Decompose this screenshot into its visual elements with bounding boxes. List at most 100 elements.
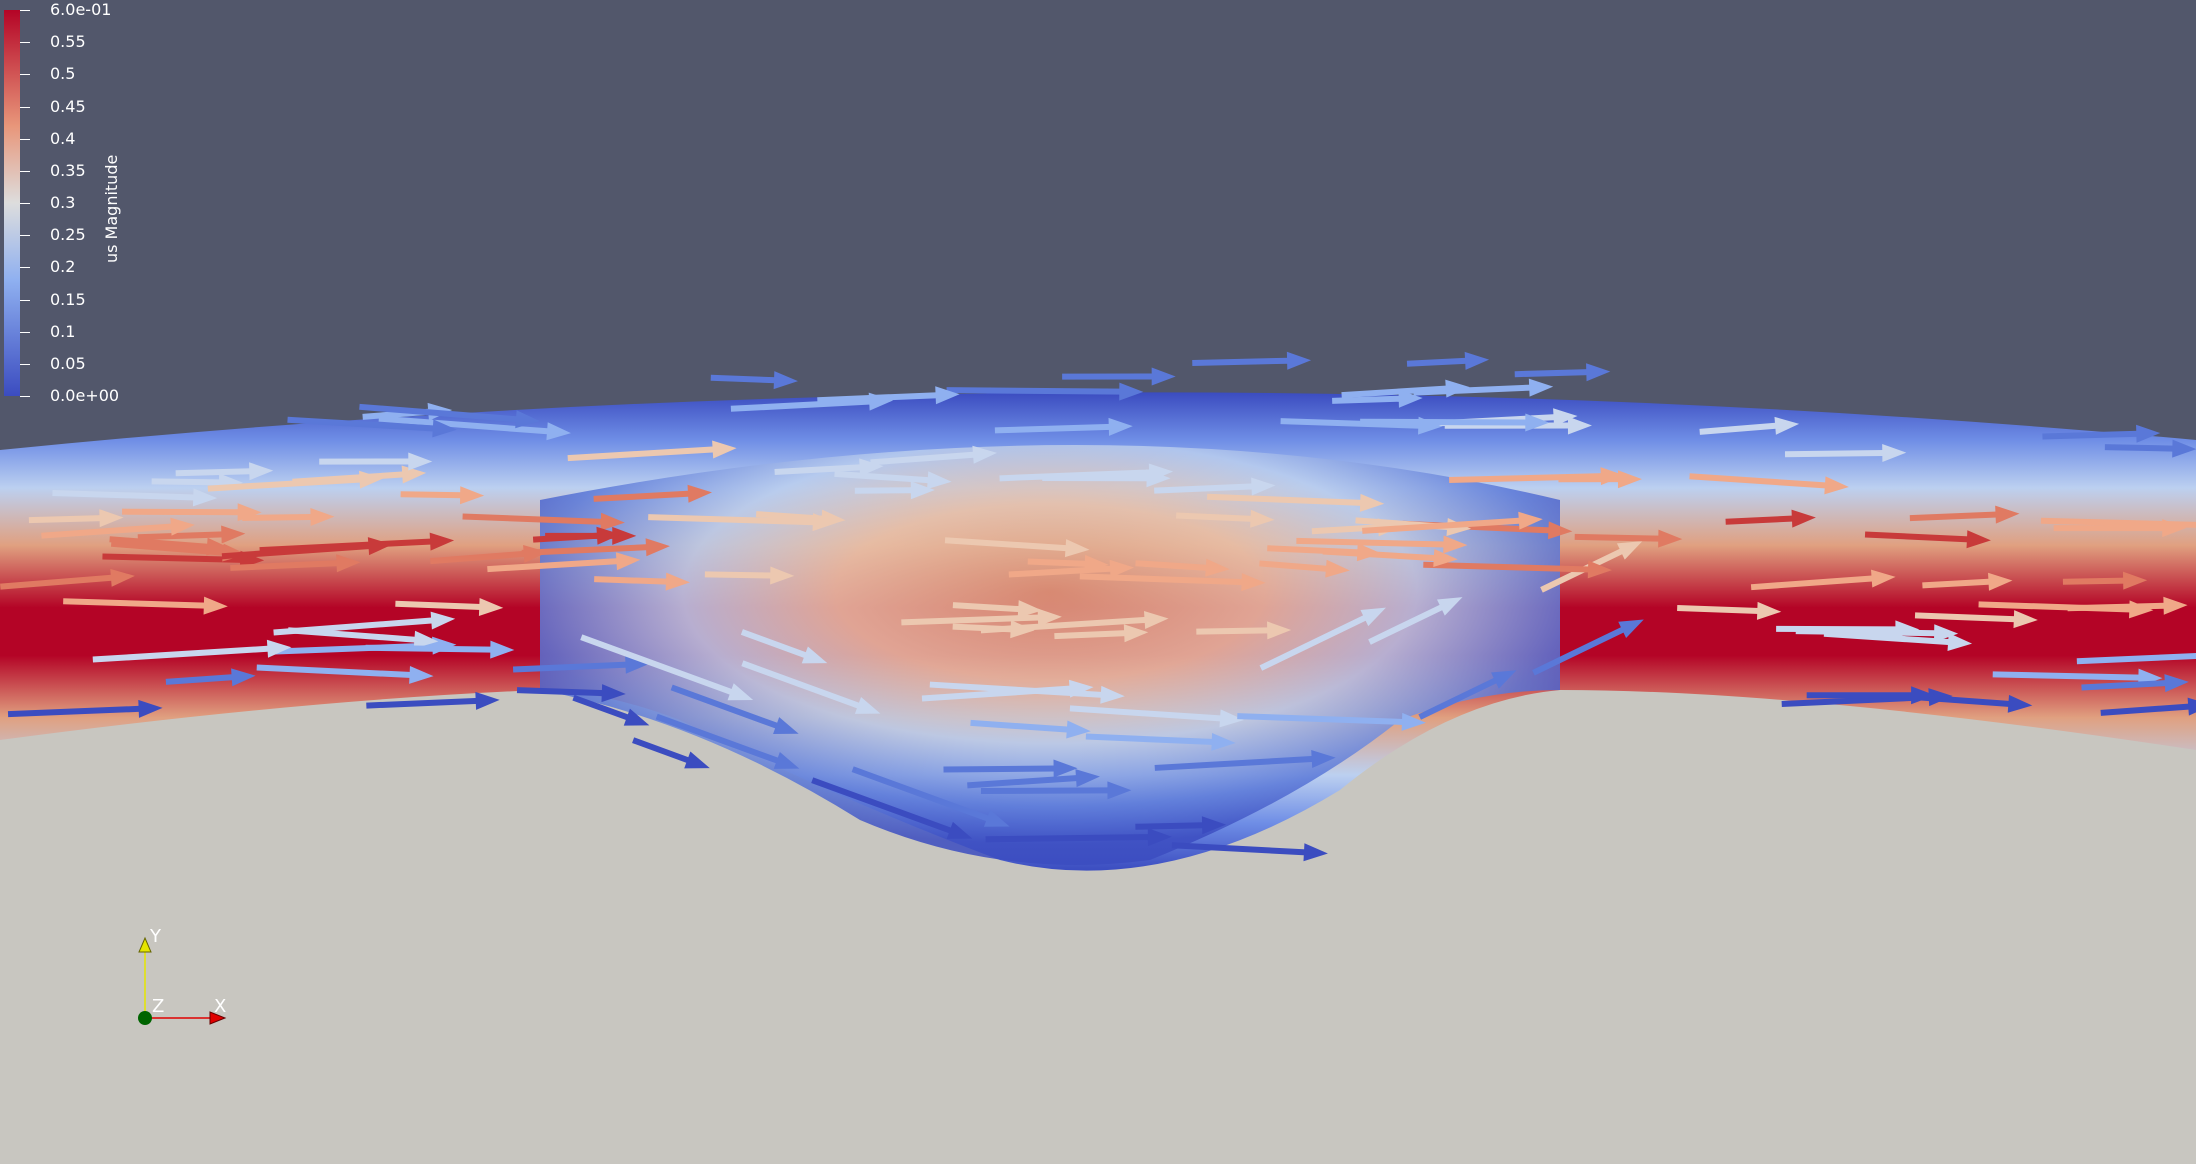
velocity-arrow-head [1464, 351, 1490, 370]
velocity-arrow-shaft [378, 415, 550, 435]
velocity-arrow-shaft [1532, 626, 1626, 676]
velocity-arrow-head [110, 568, 135, 587]
velocity-arrow-shaft [1008, 565, 1113, 578]
colorbar-tick-mark [20, 203, 30, 204]
velocity-arrow-shaft [516, 687, 604, 697]
velocity-arrow-head [1010, 620, 1035, 639]
velocity-arrow-head [429, 532, 455, 551]
velocity-arrow-shaft [487, 558, 619, 573]
velocity-arrow-head [868, 392, 894, 411]
colorbar-tick-mark [20, 138, 30, 140]
velocity-arrow-shaft [7, 705, 141, 718]
velocity-arrow-head [138, 699, 163, 718]
velocity-arrow-head [478, 597, 504, 616]
velocity-arrow-head [854, 696, 881, 714]
velocity-arrow-shaft [1176, 512, 1253, 522]
velocity-arrow-head [1360, 607, 1386, 627]
velocity-arrow-head [1966, 530, 1991, 549]
colorbar-tick-label: 0.45 [50, 96, 86, 116]
velocity-arrow-head [1311, 750, 1336, 769]
velocity-arrow-head [1756, 601, 1782, 620]
velocity-arrow-head [1547, 521, 1573, 540]
velocity-arrow-shaft [28, 515, 102, 524]
velocity-arrow-shaft [1914, 612, 2016, 623]
velocity-arrow-head [1518, 511, 1543, 530]
velocity-arrow-head [401, 465, 427, 484]
velocity-arrow-shaft [1784, 449, 1885, 458]
velocity-arrow-head [1934, 624, 1959, 643]
colorbar-tick-label: 0.0e+00 [50, 386, 120, 405]
velocity-arrow-head [1267, 621, 1292, 640]
velocity-arrow-shaft [730, 398, 872, 412]
velocity-arrow-head [1303, 843, 1328, 862]
velocity-arrow-shaft [994, 423, 1111, 434]
velocity-arrow-head [231, 668, 256, 687]
colorbar-tick-mark [20, 235, 30, 237]
velocity-arrow-shaft [710, 374, 777, 384]
velocity-arrow-shaft [740, 629, 808, 659]
colorbar-tick-label: 0.15 [50, 289, 86, 309]
velocity-arrow-shaft [430, 550, 526, 565]
velocity-arrow-shaft [109, 536, 210, 550]
velocity-arrow-shaft [741, 660, 861, 709]
velocity-arrow-head [1325, 559, 1350, 578]
velocity-arrow-head [1017, 600, 1043, 619]
velocity-arrow-shaft [1699, 422, 1778, 435]
velocity-arrow-head [1528, 378, 1554, 397]
velocity-arrow-head [1053, 759, 1078, 778]
velocity-arrow-head [770, 566, 795, 585]
velocity-arrow-head [203, 596, 228, 615]
velocity-arrow-shaft [1154, 755, 1314, 771]
velocity-arrow-head [665, 572, 690, 591]
velocity-arrow-shaft [1069, 705, 1223, 722]
velocity-arrow-shaft [999, 469, 1152, 482]
velocity-arrow-shaft [1196, 627, 1270, 635]
velocity-arrow-shaft [1027, 558, 1087, 567]
velocity-arrow-shaft [1725, 515, 1795, 525]
velocity-arrow-shaft [521, 544, 649, 556]
velocity-arrow-head [367, 537, 393, 556]
velocity-arrow-shaft [1259, 614, 1368, 671]
velocity-arrow-shaft [1423, 561, 1591, 573]
velocity-arrow-shaft [943, 765, 1056, 773]
velocity-arrow-shaft [755, 511, 824, 522]
velocity-arrow-head [221, 525, 246, 544]
velocity-arrow-head [1616, 541, 1643, 560]
velocity-arrow-head [2187, 697, 2196, 716]
velocity-arrow-head [1068, 679, 1094, 698]
velocity-arrow-shaft [1677, 605, 1760, 614]
velocity-arrow-shaft [207, 476, 362, 492]
colorbar-tick-mark [20, 74, 30, 76]
velocity-arrow-head [1119, 382, 1144, 401]
velocity-arrow-head [1108, 417, 1133, 436]
velocity-arrow-head [623, 708, 650, 726]
velocity-arrow-head [1037, 608, 1062, 627]
velocity-arrow-shaft [970, 719, 1070, 733]
axis-label-x: X [214, 996, 227, 1017]
velocity-arrow-head [1205, 558, 1230, 577]
velocity-arrow-head [1587, 560, 1612, 579]
velocity-arrow-head [1433, 549, 1458, 567]
velocity-arrow-shaft [774, 464, 862, 475]
velocity-glyphs [0, 351, 2196, 862]
velocity-arrow-shaft [1135, 822, 1205, 830]
velocity-arrow-shaft [1689, 473, 1828, 489]
velocity-arrow-head [615, 552, 641, 571]
velocity-arrow-head [910, 481, 935, 500]
velocity-arrow-head [625, 655, 650, 674]
velocity-arrow-head [972, 445, 997, 464]
velocity-arrow-head [983, 809, 1010, 827]
velocity-arrow-shaft [594, 576, 669, 585]
velocity-arrow-head [1791, 509, 1816, 528]
velocity-arrow-head [2007, 694, 2033, 713]
velocity-arrow-head [206, 537, 231, 556]
velocity-arrow-shaft [1192, 357, 1290, 366]
velocity-arrow-shaft [593, 490, 691, 502]
velocity-arrow-head [460, 486, 485, 505]
velocity-arrow-shaft [1864, 531, 1970, 543]
velocity-arrow-shaft [1341, 385, 1448, 399]
velocity-arrow-head [1988, 572, 2013, 591]
velocity-arrow-head [515, 410, 540, 429]
colorbar-tick-label: 0.5 [50, 64, 76, 84]
